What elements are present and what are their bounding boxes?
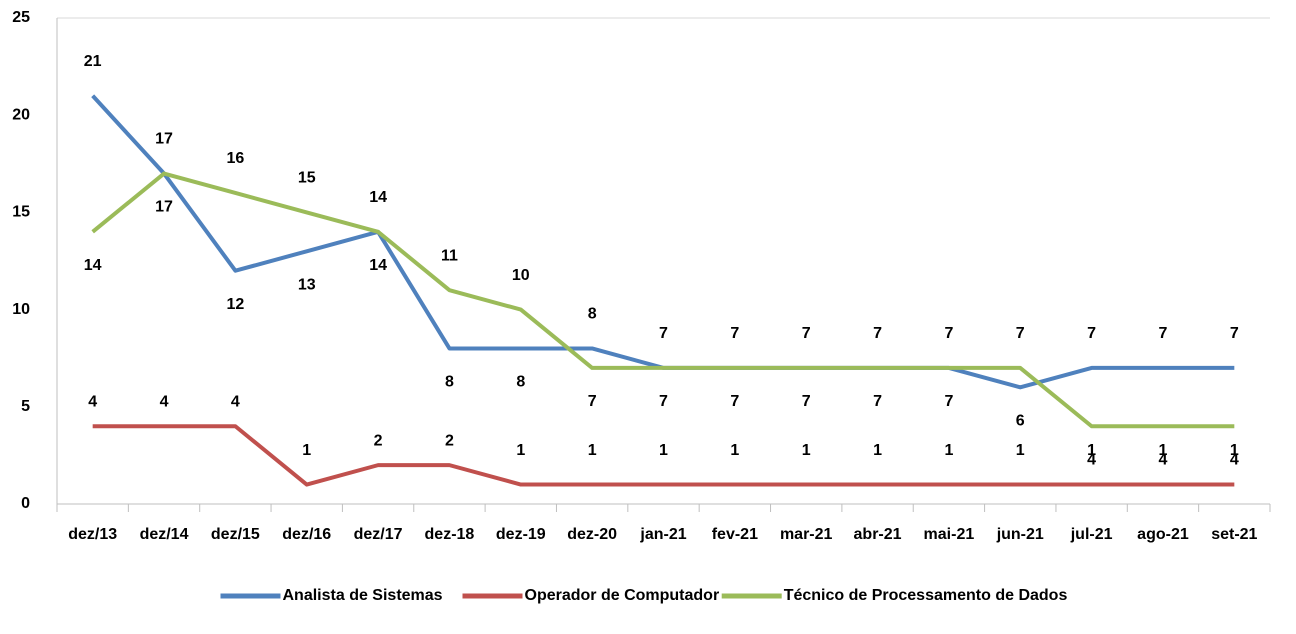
data-label: 2 bbox=[445, 432, 454, 449]
data-label: 1 bbox=[1016, 442, 1025, 459]
x-tick-label: ago-21 bbox=[1137, 526, 1189, 543]
x-tick-label: dez/15 bbox=[211, 526, 260, 543]
y-tick-label: 15 bbox=[12, 204, 30, 221]
data-label: 6 bbox=[1016, 413, 1025, 430]
data-label: 1 bbox=[588, 442, 597, 459]
data-label: 2 bbox=[374, 432, 383, 449]
x-tick-label: mar-21 bbox=[780, 526, 833, 543]
series-line bbox=[92, 424, 1235, 487]
data-label: 14 bbox=[369, 189, 387, 206]
data-label: 14 bbox=[84, 257, 102, 274]
data-label: 1 bbox=[1159, 442, 1168, 459]
y-tick-label: 5 bbox=[21, 398, 30, 415]
data-label: 7 bbox=[944, 393, 953, 410]
data-label: 8 bbox=[588, 306, 597, 323]
data-label: 7 bbox=[802, 393, 811, 410]
data-label: 7 bbox=[873, 393, 882, 410]
data-label: 4 bbox=[88, 393, 97, 410]
data-label: 7 bbox=[944, 325, 953, 342]
x-tick-label: dez-18 bbox=[425, 526, 475, 543]
data-label: 13 bbox=[298, 276, 316, 293]
data-label: 7 bbox=[1087, 325, 1096, 342]
data-label: 4 bbox=[1159, 451, 1168, 468]
data-label: 7 bbox=[1230, 325, 1239, 342]
data-label: 1 bbox=[516, 442, 525, 459]
data-label: 7 bbox=[659, 393, 668, 410]
x-tick-label: dez/14 bbox=[140, 526, 189, 543]
x-tick-label: dez-20 bbox=[567, 526, 617, 543]
data-label: 14 bbox=[369, 257, 387, 274]
x-tick-label: dez-19 bbox=[496, 526, 546, 543]
x-tick-label: mai-21 bbox=[924, 526, 975, 543]
data-label: 4 bbox=[1230, 451, 1239, 468]
x-tick-label: abr-21 bbox=[854, 526, 902, 543]
data-label: 4 bbox=[1087, 451, 1096, 468]
data-label: 1 bbox=[1087, 442, 1096, 459]
data-label: 17 bbox=[155, 199, 173, 216]
data-label: 11 bbox=[441, 247, 458, 264]
data-label: 16 bbox=[226, 150, 244, 167]
data-label: 21 bbox=[84, 53, 102, 70]
data-label: 7 bbox=[730, 325, 739, 342]
series-line bbox=[91, 171, 1235, 429]
data-label: 7 bbox=[588, 393, 597, 410]
data-label: 7 bbox=[1159, 325, 1168, 342]
data-label: 7 bbox=[873, 325, 882, 342]
data-label: 7 bbox=[659, 325, 668, 342]
data-label: 1 bbox=[302, 442, 311, 459]
y-tick-label: 20 bbox=[12, 106, 30, 123]
data-label: 1 bbox=[1230, 442, 1239, 459]
data-label: 1 bbox=[659, 442, 668, 459]
series-line bbox=[91, 94, 1235, 390]
data-label: 15 bbox=[298, 170, 316, 187]
data-label: 8 bbox=[445, 374, 454, 391]
x-tick-label: jan-21 bbox=[639, 526, 686, 543]
legend: Analista de Sistemas Operador de Computad… bbox=[220, 587, 1068, 604]
x-tick-label: set-21 bbox=[1211, 526, 1257, 543]
x-tick-label: jul-21 bbox=[1070, 526, 1113, 543]
x-tick-label: dez/16 bbox=[282, 526, 331, 543]
x-tick-label: dez/13 bbox=[68, 526, 117, 543]
data-label: 17 bbox=[155, 131, 173, 148]
data-label: 1 bbox=[802, 442, 811, 459]
data-label: 7 bbox=[730, 393, 739, 410]
data-label: 10 bbox=[512, 267, 530, 284]
y-tick-label: 25 bbox=[12, 9, 30, 26]
x-tick-label: jun-21 bbox=[996, 526, 1044, 543]
data-label: 1 bbox=[730, 442, 739, 459]
data-label: 7 bbox=[1016, 325, 1025, 342]
data-label: 8 bbox=[516, 374, 525, 391]
data-label: 12 bbox=[226, 296, 244, 313]
data-label: 7 bbox=[802, 325, 811, 342]
data-label: 4 bbox=[160, 393, 169, 410]
legend-label: Analista de Sistemas bbox=[283, 587, 443, 604]
y-tick-label: 0 bbox=[21, 495, 30, 512]
legend-label: Técnico de Processamento de Dados bbox=[784, 587, 1068, 604]
x-tick-label: fev-21 bbox=[712, 526, 758, 543]
data-label: 1 bbox=[873, 442, 882, 459]
data-label: 4 bbox=[231, 393, 240, 410]
data-label: 1 bbox=[944, 442, 953, 459]
x-tick-label: dez/17 bbox=[354, 526, 403, 543]
y-tick-label: 10 bbox=[12, 301, 30, 318]
legend-label: Operador de Computador bbox=[525, 587, 720, 604]
